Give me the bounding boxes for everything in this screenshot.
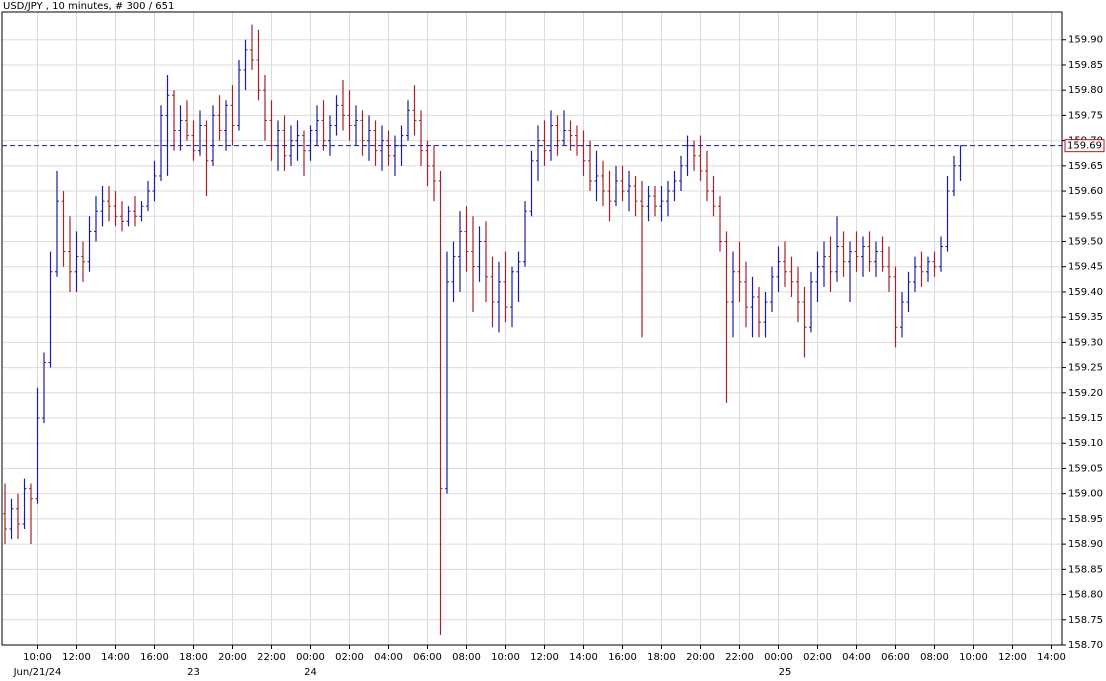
chart-title: USD/JPY , 10 minutes, # 300 / 651 <box>3 1 174 12</box>
y-tick-label: 158.90 <box>1068 539 1103 550</box>
y-tick-label: 159.15 <box>1068 413 1103 424</box>
x-tick-label: 08:00 <box>452 652 481 663</box>
x-tick-label: 02:00 <box>335 652 364 663</box>
x-tick-label: 06:00 <box>413 652 442 663</box>
y-tick-label: 159.30 <box>1068 337 1103 348</box>
y-tick-label: 159.90 <box>1068 35 1103 46</box>
x-tick-label: 12:00 <box>998 652 1027 663</box>
x-tick-label: 16:00 <box>608 652 637 663</box>
date-label: 23 <box>187 667 200 678</box>
y-tick-label: 159.80 <box>1068 85 1103 96</box>
x-tick-label: 22:00 <box>257 652 286 663</box>
x-tick-label: 14:00 <box>1037 652 1066 663</box>
x-tick-label: 22:00 <box>725 652 754 663</box>
y-tick-label: 158.70 <box>1068 640 1103 651</box>
x-tick-label: 02:00 <box>803 652 832 663</box>
x-tick-label: 20:00 <box>218 652 247 663</box>
y-tick-label: 159.40 <box>1068 287 1103 298</box>
y-tick-label: 159.85 <box>1068 60 1103 71</box>
y-tick-label: 159.50 <box>1068 236 1103 247</box>
x-tick-label: 12:00 <box>530 652 559 663</box>
x-tick-label: 04:00 <box>842 652 871 663</box>
y-tick-label: 159.05 <box>1068 463 1103 474</box>
x-tick-label: 00:00 <box>296 652 325 663</box>
x-tick-label: 20:00 <box>686 652 715 663</box>
y-tick-label: 159.60 <box>1068 186 1103 197</box>
x-tick-label: 10:00 <box>491 652 520 663</box>
last-price-box <box>1064 139 1105 153</box>
y-tick-label: 159.45 <box>1068 262 1103 273</box>
y-tick-label: 159.75 <box>1068 110 1103 121</box>
y-tick-label: 159.20 <box>1068 388 1103 399</box>
x-tick-label: 14:00 <box>569 652 598 663</box>
x-tick-label: 04:00 <box>374 652 403 663</box>
x-tick-label: 16:00 <box>140 652 169 663</box>
y-tick-label: 158.95 <box>1068 514 1103 525</box>
y-tick-label: 159.10 <box>1068 438 1103 449</box>
x-tick-label: 12:00 <box>62 652 91 663</box>
plot-frame <box>1 11 1063 646</box>
y-tick-label: 159.65 <box>1068 161 1103 172</box>
grid <box>2 12 1062 646</box>
x-tick-label: 10:00 <box>959 652 988 663</box>
x-tick-label: 14:00 <box>101 652 130 663</box>
x-tick-label: 18:00 <box>647 652 676 663</box>
y-tick-label: 158.80 <box>1068 590 1103 601</box>
y-tick-label: 158.75 <box>1068 615 1103 626</box>
x-tick-label: 18:00 <box>179 652 208 663</box>
y-tick-label: 159.00 <box>1068 489 1103 500</box>
y-tick-label: 159.35 <box>1068 312 1103 323</box>
x-tick-label: 06:00 <box>881 652 910 663</box>
y-tick-label: 158.85 <box>1068 564 1103 575</box>
x-tick-label: 10:00 <box>23 652 52 663</box>
date-label: 24 <box>304 667 317 678</box>
y-tick-label: 159.25 <box>1068 363 1103 374</box>
x-tick-label: 08:00 <box>920 652 949 663</box>
bars <box>3 24 963 635</box>
date-label: 25 <box>779 667 792 678</box>
y-tick-label: 159.55 <box>1068 211 1103 222</box>
last-price-label: 159.69 <box>1067 141 1102 152</box>
x-tick-label: 00:00 <box>764 652 793 663</box>
date-label: Jun/21/24 <box>13 667 62 678</box>
